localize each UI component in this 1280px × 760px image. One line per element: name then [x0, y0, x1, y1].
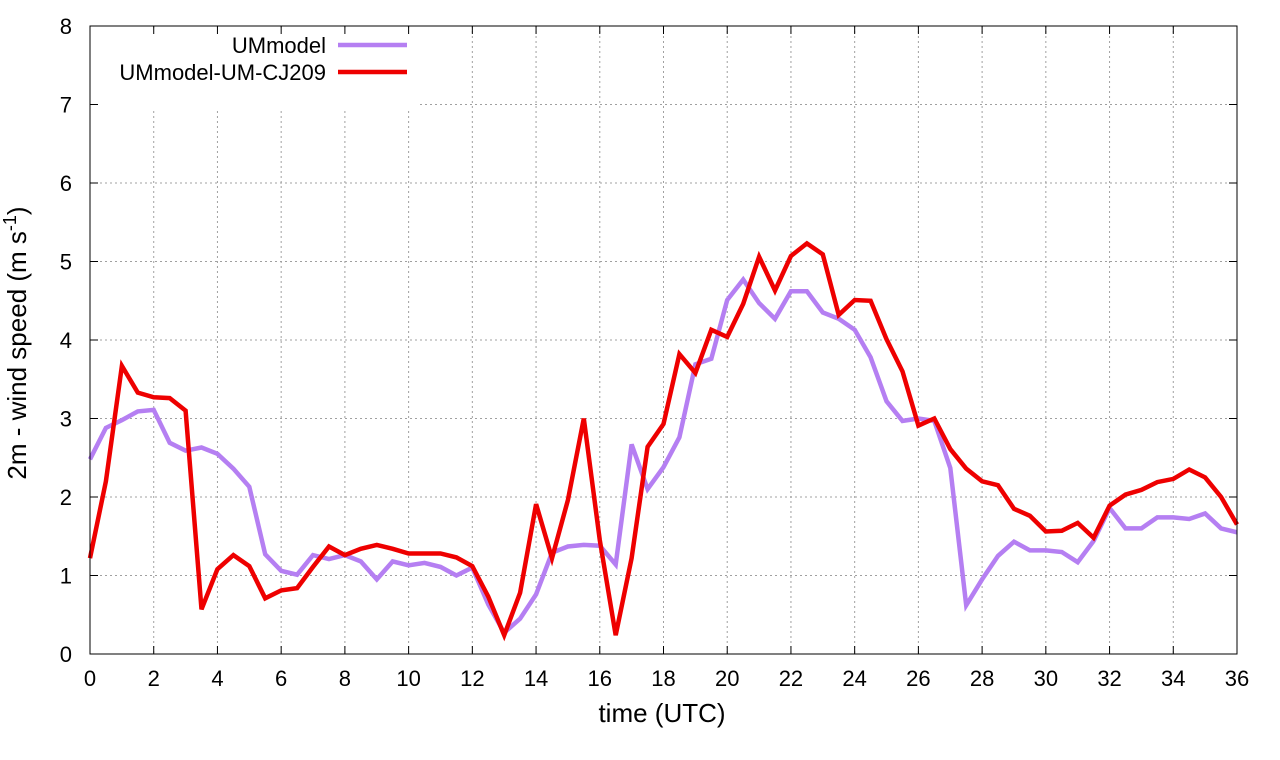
x-tick-labels: 0 2 4 6 8 10 12 14 16 18 20 22 24 26 28 30 32 34 36: [84, 666, 1249, 691]
y-axis-title: 2m - wind speed (m s-1): [0, 206, 32, 479]
legend-background: [92, 28, 418, 108]
x-tick-label: 2: [148, 666, 160, 691]
y-tick-label: 0: [60, 642, 72, 667]
y-tick-label: 7: [60, 93, 72, 118]
y-tick-label: 6: [60, 171, 72, 196]
x-tick-label: 30: [1034, 666, 1058, 691]
x-tick-label: 12: [460, 666, 484, 691]
y-tick-label: 1: [60, 564, 72, 589]
axis-ticks: [89, 25, 1238, 655]
x-tick-label: 18: [651, 666, 675, 691]
x-tick-label: 14: [524, 666, 548, 691]
x-tick-label: 28: [970, 666, 994, 691]
legend-label: UMmodel: [232, 33, 326, 58]
y-tick-labels: 0 1 2 3 4 5 6 7 8: [60, 14, 72, 667]
y-tick-label: 5: [60, 250, 72, 275]
y-axis-title-superscript: -1: [0, 215, 20, 231]
series-line: [87, 275, 1238, 637]
y-axis-title-main: 2m - wind speed (m s: [2, 231, 32, 480]
series-line: [87, 240, 1239, 642]
x-tick-label: 20: [715, 666, 739, 691]
x-tick-label: 34: [1161, 666, 1185, 691]
x-tick-label: 6: [275, 666, 287, 691]
x-tick-label: 4: [211, 666, 223, 691]
x-tick-label: 36: [1225, 666, 1249, 691]
y-tick-label: 2: [60, 485, 72, 510]
series-layer: [87, 240, 1239, 642]
y-tick-label: 3: [60, 407, 72, 432]
x-tick-label: 10: [396, 666, 420, 691]
y-tick-label: 8: [60, 14, 72, 39]
x-tick-label: 24: [842, 666, 866, 691]
legend-label: UMmodel-UM-CJ209: [119, 60, 326, 85]
x-tick-label: 16: [588, 666, 612, 691]
x-tick-label: 26: [906, 666, 930, 691]
x-tick-label: 22: [779, 666, 803, 691]
x-tick-label: 0: [84, 666, 96, 691]
x-tick-label: 8: [339, 666, 351, 691]
y-axis-title-close: ): [2, 206, 32, 215]
x-axis-title: time (UTC): [598, 698, 725, 728]
x-tick-label: 32: [1097, 666, 1121, 691]
y-tick-label: 4: [60, 328, 72, 353]
